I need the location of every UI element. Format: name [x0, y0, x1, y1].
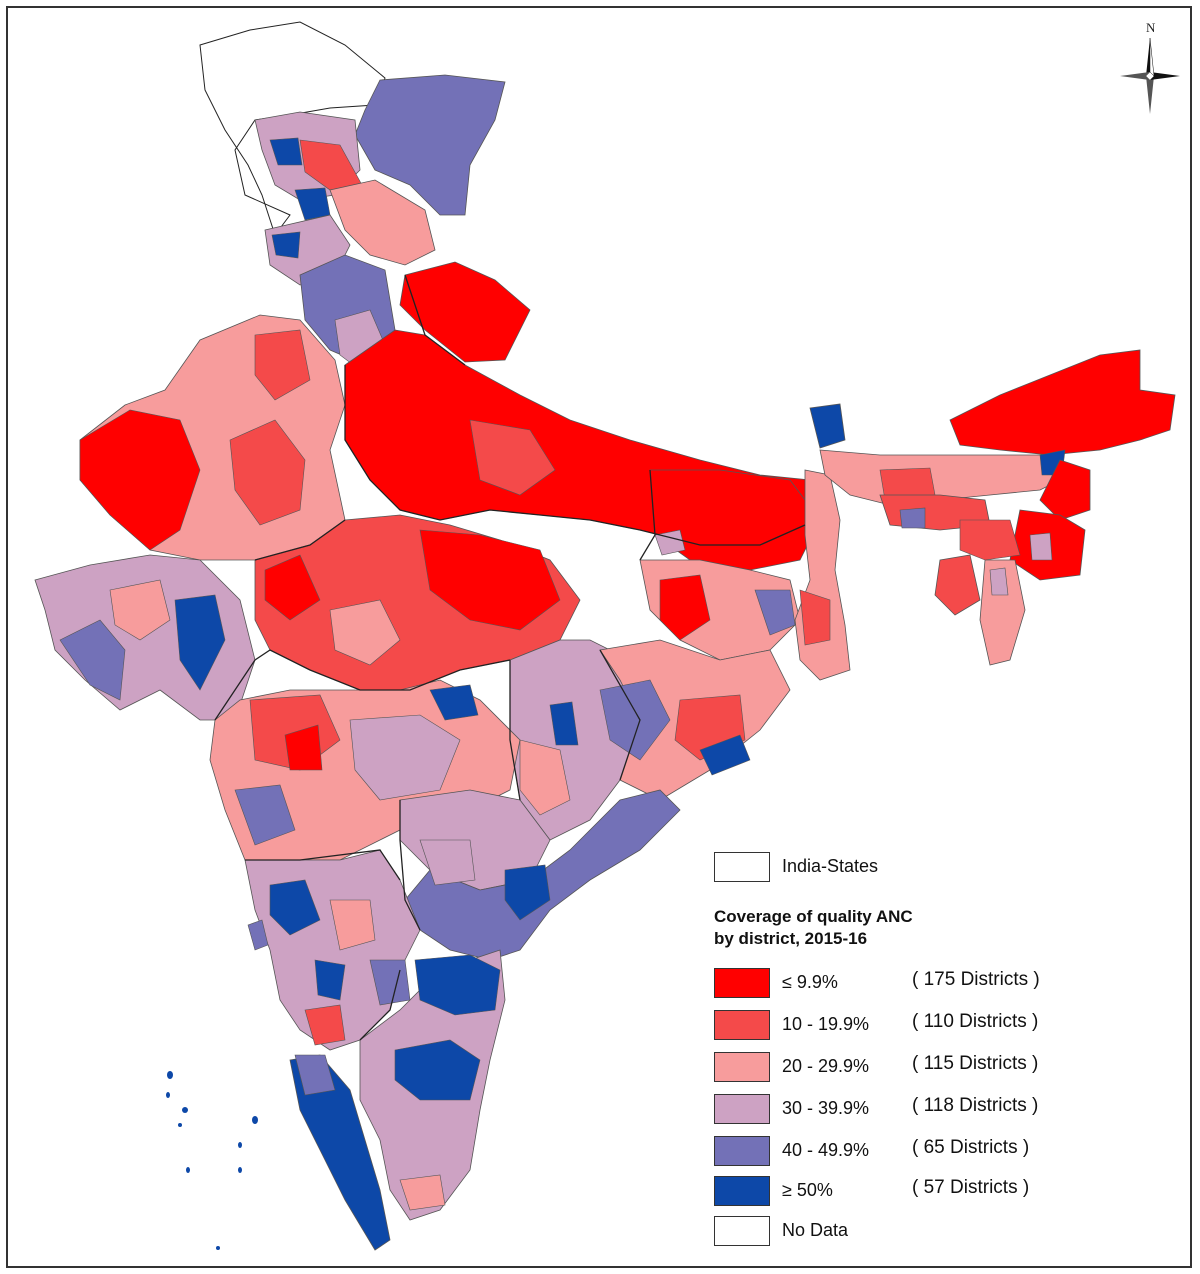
region-rajasthan-north[interactable] [254, 329, 311, 401]
legend-swatch [714, 1136, 770, 1166]
region-karnataka-pink[interactable] [329, 899, 376, 951]
legend-boundary-swatch [714, 852, 770, 882]
legend-class-count: ( 115 Districts ) [912, 1053, 1039, 1074]
legend-class-row: ≥ 50% ( 57 Districts ) [712, 1176, 1112, 1208]
region-karnataka-red[interactable] [304, 1004, 346, 1046]
legend-swatch [714, 1094, 770, 1124]
legend-class-row: 40 - 49.9% ( 65 Districts ) [712, 1136, 1112, 1168]
legend-swatch [714, 968, 770, 998]
legend-class-label: 30 - 39.9% [782, 1098, 870, 1118]
region-arunachal[interactable] [949, 349, 1176, 456]
islands-lakshadweep [166, 1071, 258, 1250]
region-andhra-blue[interactable] [504, 864, 551, 921]
region-karnataka-blue2[interactable] [314, 959, 346, 1001]
region-jharkhand-purple[interactable] [754, 589, 796, 636]
region-jammu-blue[interactable] [294, 187, 331, 221]
legend-class-row: 20 - 29.9% ( 115 Districts ) [712, 1052, 1112, 1084]
state-boundaries [214, 274, 806, 1041]
region-tn-pink[interactable] [399, 1174, 446, 1211]
legend-class-count: ( 57 Districts ) [912, 1177, 1030, 1198]
region-jk-no-data[interactable] [199, 21, 386, 237]
legend-no-data-label: No Data [782, 1220, 849, 1240]
region-tn-blue[interactable] [414, 954, 501, 1016]
legend-class-row: 30 - 39.9% ( 118 Districts ) [712, 1094, 1112, 1126]
region-meghalaya-purple[interactable] [899, 507, 926, 529]
legend-class-row: 10 - 19.9% ( 110 Districts ) [712, 1010, 1112, 1042]
legend-no-data-swatch [714, 1216, 770, 1246]
region-mp-pink[interactable] [329, 599, 401, 666]
legend-class-count: ( 110 Districts ) [912, 1011, 1039, 1032]
region-nagaland[interactable] [1039, 459, 1091, 521]
legend-class-label: ≥ 50% [782, 1180, 833, 1200]
legend-title-line2: by district, 2015-16 [714, 929, 868, 948]
region-mp-west-red[interactable] [264, 554, 321, 621]
legend-class-row: ≤ 9.9% ( 175 Districts ) [712, 968, 1112, 1000]
region-up-red[interactable] [469, 419, 556, 496]
region-odisha-purple[interactable] [599, 679, 671, 761]
region-mh-purple[interactable] [234, 784, 296, 846]
region-jharkhand-red[interactable] [659, 574, 711, 641]
region-wb-red[interactable] [799, 589, 831, 646]
region-chhattisgarh-pink[interactable] [519, 739, 571, 816]
region-mizoram-purple[interactable] [989, 567, 1009, 596]
region-kashmir-blue[interactable] [269, 137, 303, 166]
legend-swatch [714, 1010, 770, 1040]
legend-swatch [714, 1176, 770, 1206]
region-kerala[interactable] [289, 1054, 391, 1251]
north-label: N [1146, 20, 1156, 35]
legend-class-count: ( 175 Districts ) [912, 969, 1040, 990]
region-andhra-pink[interactable] [419, 839, 476, 886]
region-chhattisgarh-blue[interactable] [549, 701, 579, 746]
region-tn-blue2[interactable] [394, 1039, 481, 1101]
legend-class-count: ( 118 Districts ) [912, 1095, 1039, 1116]
region-himachal[interactable] [329, 179, 436, 266]
legend-class-label: 40 - 49.9% [782, 1140, 870, 1160]
region-goa[interactable] [247, 919, 269, 951]
region-mh-blue[interactable] [429, 684, 479, 721]
legend-class-label: 20 - 29.9% [782, 1056, 870, 1076]
region-karnataka-blue[interactable] [269, 879, 321, 936]
region-gujarat-purple[interactable] [59, 619, 126, 701]
region-ne-south[interactable] [959, 519, 1021, 561]
region-punjab-blue[interactable] [271, 231, 301, 259]
region-uttarakhand[interactable] [399, 261, 531, 363]
legend-swatch [714, 1052, 770, 1082]
legend-title: Coverage of quality ANC by district, 201… [714, 906, 1014, 950]
region-mh-pink[interactable] [349, 714, 461, 801]
region-mp-red[interactable] [419, 529, 561, 631]
legend-class-count: ( 65 Districts ) [912, 1137, 1030, 1158]
region-tripura[interactable] [934, 554, 981, 616]
region-kerala-purple[interactable] [294, 1054, 336, 1096]
region-rajasthan-west[interactable] [79, 409, 201, 551]
region-manipur-pink[interactable] [1029, 532, 1053, 561]
region-gujarat-blue[interactable] [174, 594, 226, 691]
region-ladakh[interactable] [354, 74, 506, 216]
north-arrow-icon [1120, 37, 1180, 114]
legend-boundary-label: India-States [782, 856, 879, 876]
region-rajasthan-mid[interactable] [229, 419, 306, 526]
region-odisha-blue[interactable] [699, 734, 751, 776]
legend-class-label: 10 - 19.9% [782, 1014, 870, 1034]
legend-boundary-row: India-States [712, 852, 1112, 884]
legend-class-label: ≤ 9.9% [782, 972, 838, 992]
legend-no-data-row: No Data [712, 1216, 1112, 1248]
region-mh-red2[interactable] [284, 724, 323, 771]
region-sikkim[interactable] [809, 403, 846, 449]
legend-title-line1: Coverage of quality ANC [714, 907, 913, 926]
region-gujarat-pink[interactable] [109, 579, 171, 641]
